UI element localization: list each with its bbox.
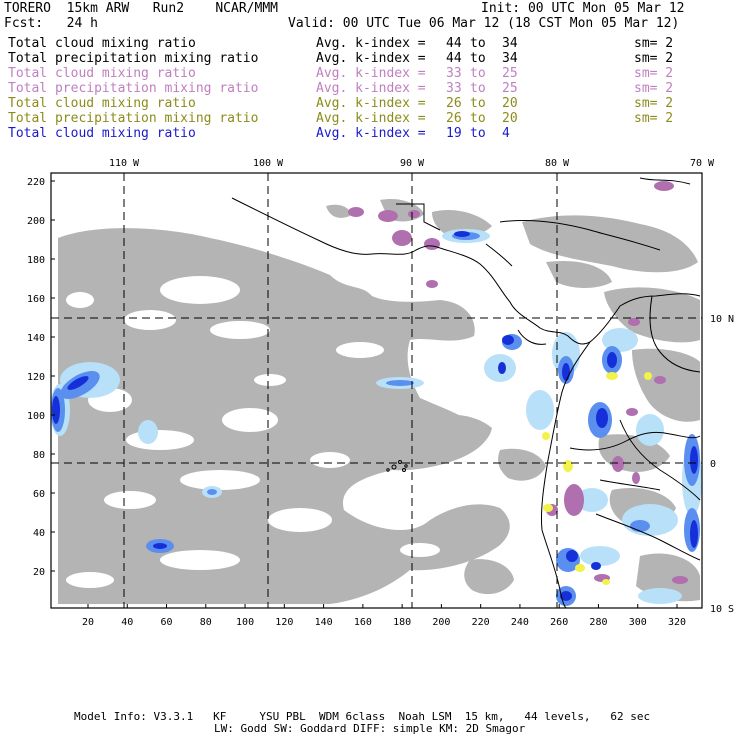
lon-label: 70 W xyxy=(690,158,715,169)
lon-label: 90 W xyxy=(400,158,425,169)
legend-field: Total cloud mixing ratio xyxy=(8,126,196,141)
y-tick-label: 100 xyxy=(27,411,45,422)
legend-to: to xyxy=(470,36,486,51)
y-tick-label: 200 xyxy=(27,216,45,227)
forecast-value: 24 h xyxy=(66,16,98,31)
x-axis-ticks: 20 40 60 80 100 120 140 160 180 200 220 240 260 280 30… xyxy=(82,604,686,628)
y-tick-label: 80 xyxy=(33,450,45,461)
x-tick-label: 320 xyxy=(668,617,686,628)
legend-k-to: 25 xyxy=(502,66,518,81)
x-tick-label: 240 xyxy=(511,617,529,628)
y-axis-ticks: 220 200 180 160 140 120 100 80 60 40 20 xyxy=(27,177,55,578)
legend-smoothing: sm= 2 xyxy=(634,51,674,66)
x-tick-label: 180 xyxy=(393,617,411,628)
y-tick-label: 40 xyxy=(33,528,45,539)
legend-to: to xyxy=(470,111,486,126)
y-tick-label: 60 xyxy=(33,489,45,500)
legend-to: to xyxy=(470,51,486,66)
legend-k-from: 26 xyxy=(446,111,462,126)
model-name: TORERO xyxy=(4,1,51,16)
init-time: Init: 00 UTC Mon 05 Mar 12 xyxy=(481,1,685,16)
legend-k-to: 25 xyxy=(502,81,518,96)
legend-k-from: 33 xyxy=(446,81,462,96)
legend-kindex-label: Avg. k-index = xyxy=(316,36,426,51)
legend-kindex-label: Avg. k-index = xyxy=(316,96,426,111)
forecast-hour: Fcst: 24 h xyxy=(4,16,98,31)
cloud-field-purple xyxy=(348,181,688,584)
lat-label: 10 N xyxy=(710,314,734,325)
x-tick-label: 100 xyxy=(236,617,254,628)
legend-to: to xyxy=(470,66,486,81)
y-tick-label: 120 xyxy=(27,372,45,383)
x-tick-label: 120 xyxy=(275,617,293,628)
legend-kindex-label: Avg. k-index = xyxy=(316,111,426,126)
legend-k-to: 4 xyxy=(502,126,510,141)
legend-kindex-label: Avg. k-index = xyxy=(316,51,426,66)
legend-k-from: 19 xyxy=(446,126,462,141)
x-tick-label: 140 xyxy=(315,617,333,628)
longitude-labels: 110 W 100 W 90 W 80 W 70 W xyxy=(109,158,715,169)
coastlines xyxy=(231,177,701,608)
legend-to: to xyxy=(470,81,486,96)
x-tick-label: 280 xyxy=(589,617,607,628)
legend-k-from: 44 xyxy=(446,51,462,66)
x-tick-label: 60 xyxy=(161,617,173,628)
latitude-labels: 10 N 0 10 S xyxy=(710,314,734,615)
x-tick-label: 160 xyxy=(354,617,372,628)
model-info: Model Info: V3.3.1 KF YSU PBL WDM 6class… xyxy=(74,710,651,723)
x-tick-label: 220 xyxy=(472,617,490,628)
legend-smoothing: sm= 2 xyxy=(634,66,674,81)
legend-k-to: 20 xyxy=(502,96,518,111)
model-resolution: 15km ARW xyxy=(66,1,130,16)
legend-k-to: 34 xyxy=(502,36,518,51)
legend-kindex-label: Avg. k-index = xyxy=(316,126,426,141)
legend-field: Total precipitation mixing ratio xyxy=(8,51,259,66)
legend-smoothing: sm= 2 xyxy=(634,96,674,111)
y-tick-label: 180 xyxy=(27,255,45,266)
legend-field: Total cloud mixing ratio xyxy=(8,66,196,81)
forecast-label: Fcst: xyxy=(4,16,44,31)
valid-time: Valid: 00 UTC Tue 06 Mar 12 (18 CST Mon … xyxy=(288,16,680,31)
header-line-1: TORERO 15km ARW Run2 NCAR/MMM xyxy=(4,1,278,16)
y-tick-label: 160 xyxy=(27,294,45,305)
x-tick-label: 200 xyxy=(432,617,450,628)
lat-label: 10 S xyxy=(710,604,734,615)
legend-k-to: 34 xyxy=(502,51,518,66)
plot-frame xyxy=(50,172,703,609)
legend-smoothing: sm= 2 xyxy=(634,81,674,96)
legend-smoothing: sm= 2 xyxy=(634,36,674,51)
x-tick-label: 20 xyxy=(82,617,94,628)
legend-to: to xyxy=(470,96,486,111)
lat-label: 0 xyxy=(710,459,716,470)
lon-label: 80 W xyxy=(545,158,570,169)
graticule xyxy=(51,173,702,608)
lon-label: 110 W xyxy=(109,158,140,169)
organization: NCAR/MMM xyxy=(215,1,278,16)
legend-k-from: 26 xyxy=(446,96,462,111)
legend-field: Total precipitation mixing ratio xyxy=(8,111,259,126)
run-name: Run2 xyxy=(152,1,185,16)
legend-field: Total cloud mixing ratio xyxy=(8,36,196,51)
x-tick-label: 260 xyxy=(550,617,568,628)
legend-kindex-label: Avg. k-index = xyxy=(316,81,426,96)
legend-field: Total precipitation mixing ratio xyxy=(8,81,259,96)
x-tick-label: 40 xyxy=(121,617,133,628)
legend-k-from: 33 xyxy=(446,66,462,81)
legend-field: Total cloud mixing ratio xyxy=(8,96,196,111)
legend-smoothing: sm= 2 xyxy=(634,111,674,126)
y-tick-label: 20 xyxy=(33,567,45,578)
x-tick-label: 300 xyxy=(629,617,647,628)
y-tick-label: 220 xyxy=(27,177,45,188)
physics-info: LW: Godd SW: Goddard DIFF: simple KM: 2D… xyxy=(214,722,526,735)
legend-k-from: 44 xyxy=(446,36,462,51)
legend-to: to xyxy=(470,126,486,141)
lon-label: 100 W xyxy=(253,158,284,169)
y-tick-label: 140 xyxy=(27,333,45,344)
legend-k-to: 20 xyxy=(502,111,518,126)
cloud-field-dark-blue xyxy=(52,231,698,601)
x-tick-label: 80 xyxy=(200,617,212,628)
legend-kindex-label: Avg. k-index = xyxy=(316,66,426,81)
